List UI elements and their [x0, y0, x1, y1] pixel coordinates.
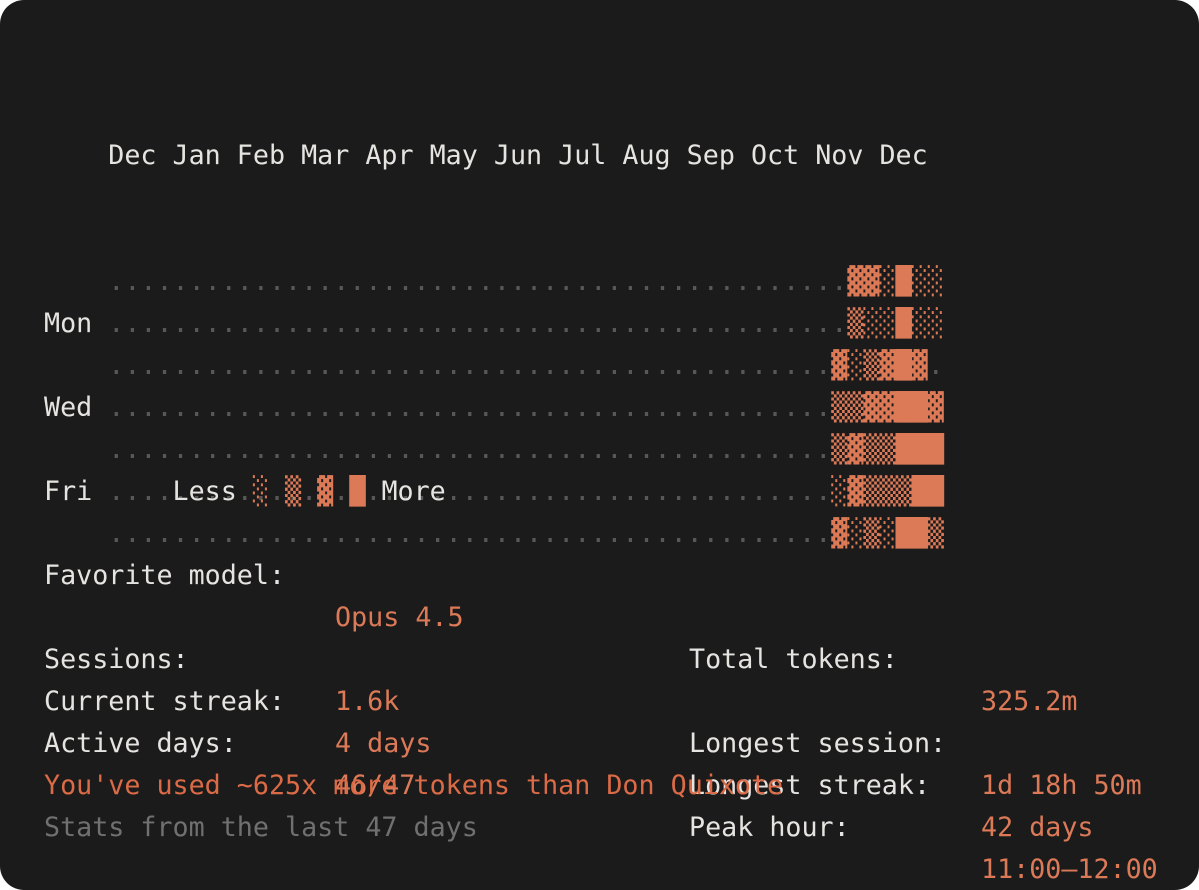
activity-blocks: ▒░░█░░: [847, 308, 944, 339]
grid-dots: ........................................…: [108, 350, 832, 381]
peak-hour-label: Peak hour:: [689, 812, 850, 843]
heatmap-grid: ........................................…: [44, 261, 944, 555]
legend-level-2-glyph: ▒: [285, 476, 302, 507]
current-streak-value: 4 days: [335, 728, 432, 759]
grid-dots: ........................................…: [108, 266, 848, 297]
heatmap-row: ........................................…: [44, 513, 944, 555]
favorite-model-value: Opus 4.5: [335, 602, 464, 633]
stats-row-streaks: Current streak: 4 days Longest streak: 4…: [0, 639, 1199, 843]
legend-less-label: Less: [172, 476, 237, 507]
day-label: Fri: [44, 476, 93, 507]
peak-hour-value: 11:00–12:00: [981, 854, 1158, 885]
activity-heatmap: Dec Jan Feb Mar Apr May Jun Jul Aug Sep …: [44, 51, 944, 639]
sessions-label: Sessions:: [44, 644, 189, 675]
activity-blocks: ▓░▒░██▒: [831, 518, 944, 549]
activity-blocks: ▒▓▒▒███: [831, 434, 944, 465]
activity-blocks: ▓▓░█░░: [847, 266, 944, 297]
heatmap-row: ........................................…: [44, 429, 944, 471]
grid-dots: ........................................…: [108, 434, 832, 465]
longest-streak-value: 42 days: [981, 812, 1094, 843]
grid-dots: .: [927, 350, 944, 381]
grid-dots: ........................................…: [108, 308, 848, 339]
current-streak-label: Current streak:: [44, 686, 286, 717]
month-labels: Dec Jan Feb Mar Apr May Jun Jul Aug Sep …: [108, 140, 928, 171]
total-tokens-value: 325.2m: [981, 686, 1078, 717]
stats-row-favorite-total: Favorite model: Opus 4.5 Total tokens: 3…: [0, 513, 1199, 717]
heatmap-row: Fri.....................................…: [44, 471, 944, 513]
heatmap-row: Wed.....................................…: [44, 387, 944, 429]
token-comparison-line: You've used ~625x more tokens than Don Q…: [44, 770, 784, 801]
active-days-value: 46/47: [335, 770, 416, 801]
longest-session-label: Longest session:: [689, 728, 947, 759]
legend-more-label: More: [381, 476, 446, 507]
grid-dots: ........................................…: [108, 392, 832, 423]
favorite-model-label: Favorite model:: [44, 560, 286, 591]
legend-level-4-glyph: █: [349, 476, 366, 507]
activity-blocks: ░▓▒▒▒██: [831, 476, 944, 507]
day-label: Wed: [44, 392, 93, 423]
total-tokens-label: Total tokens:: [689, 644, 898, 675]
grid-dots: ........................................…: [108, 476, 832, 507]
heatmap-row: ........................................…: [44, 261, 944, 303]
grid-dots: ........................................…: [108, 518, 832, 549]
legend-level-3-glyph: ▓: [317, 476, 334, 507]
heatmap-row: Mon.....................................…: [44, 303, 944, 345]
legend-level-1-glyph: ░: [252, 476, 269, 507]
stats-row-sessions-longest-session: Sessions: 1.6k Longest session: 1d 18h 5…: [0, 597, 1199, 801]
sessions-value: 1.6k: [335, 686, 400, 717]
active-days-label: Active days:: [44, 728, 237, 759]
activity-blocks: ▒▒▓▓██▓: [831, 392, 944, 423]
longest-session-value: 1d 18h 50m: [981, 770, 1142, 801]
stats-period-note: Stats from the last 47 days: [44, 812, 478, 843]
day-label: Mon: [44, 308, 93, 339]
heatmap-row: ........................................…: [44, 345, 944, 387]
activity-blocks: ▓░▒▓█▓: [831, 350, 928, 381]
heatmap-legend: Less ░ ▒ ▓ █ More: [108, 429, 446, 555]
longest-streak-label: Longest streak:: [689, 770, 931, 801]
stats-row-active-peak: Active days: 46/47 Peak hour: 11:00–12:0…: [0, 681, 1199, 885]
